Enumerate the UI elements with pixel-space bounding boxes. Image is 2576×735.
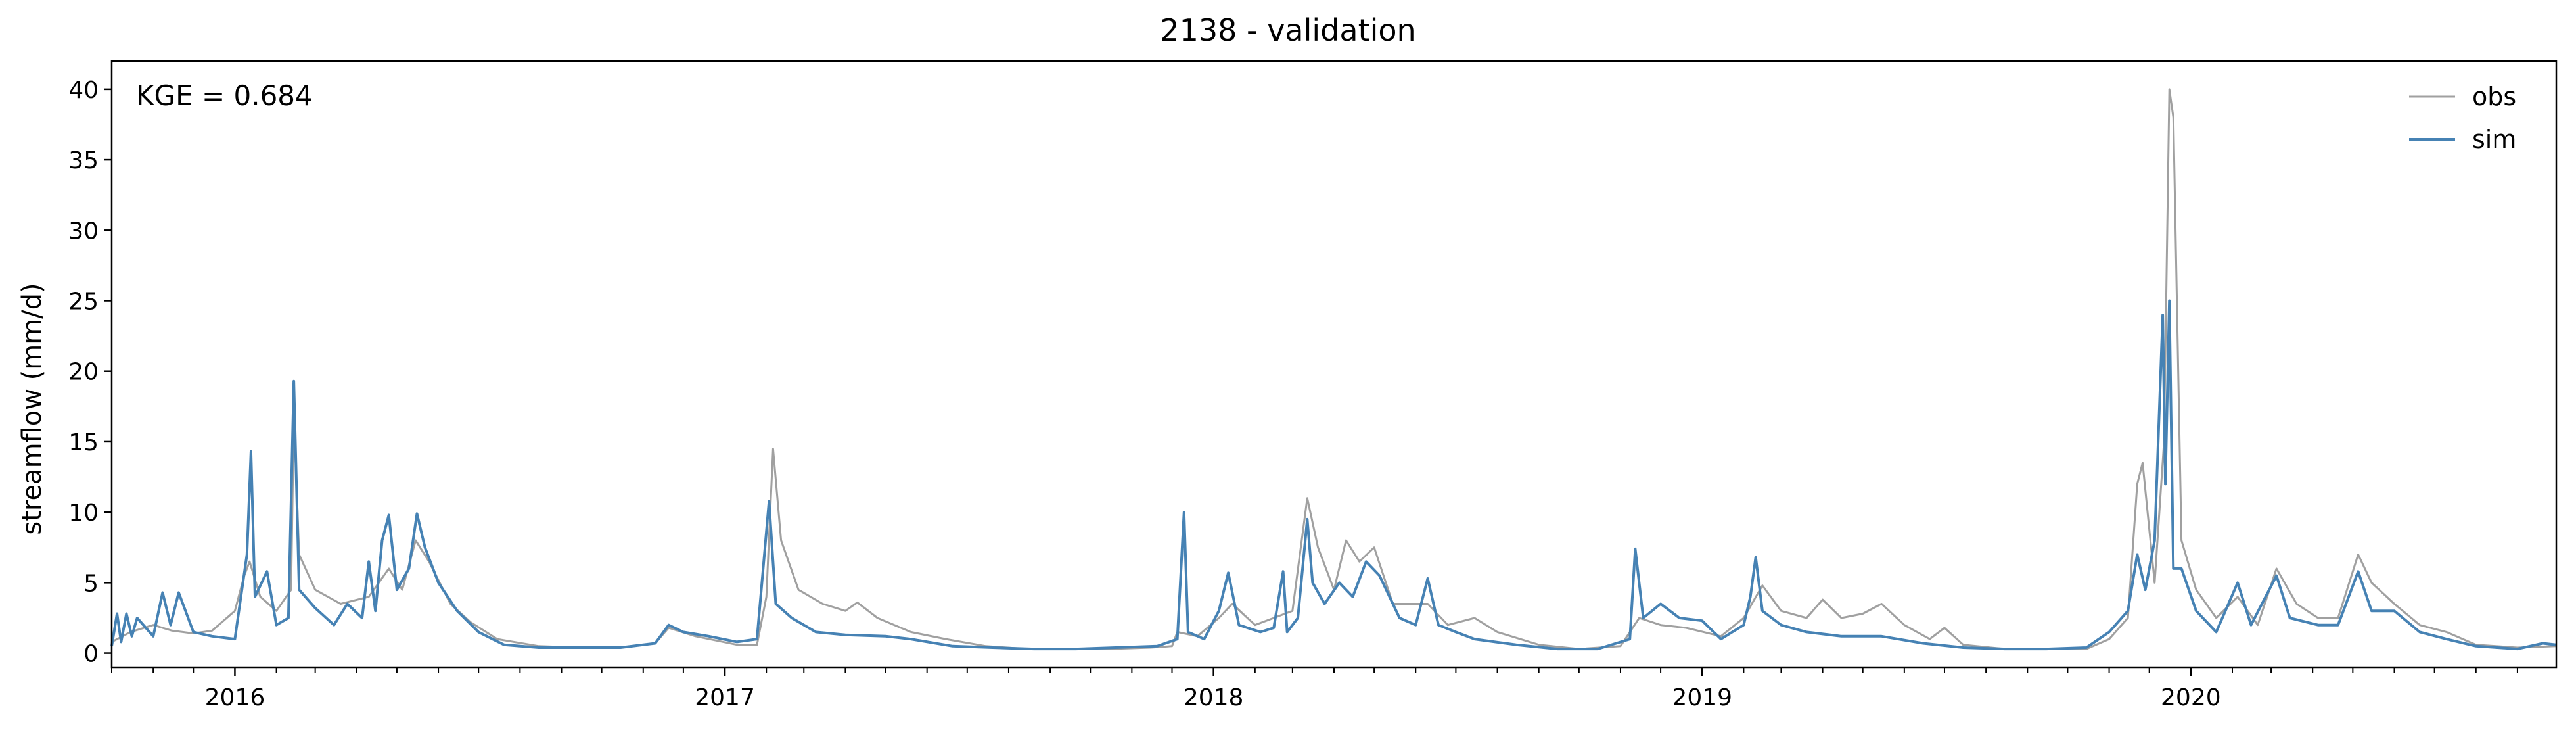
y-tick-label: 0 [83, 641, 99, 668]
x-tick-label: 2019 [1672, 684, 1732, 711]
x-tick-label: 2017 [695, 684, 755, 711]
legend-label-sim: sim [2472, 125, 2516, 154]
series-line-obs [111, 88, 2557, 650]
y-tick-label: 5 [83, 570, 99, 597]
y-tick-label: 40 [68, 77, 99, 104]
x-axis-ticks: 2016 2017 2018 2019 2020 [111, 667, 2518, 711]
y-tick-label: 15 [68, 429, 99, 456]
y-tick-label: 10 [68, 500, 99, 527]
x-tick-label: 2018 [1184, 684, 1244, 711]
y-tick-label: 30 [68, 218, 99, 245]
y-axis-label: streamflow (mm/d) [17, 283, 47, 534]
series-layer [110, 88, 2557, 651]
legend-label-obs: obs [2472, 82, 2516, 111]
x-tick-label: 2020 [2161, 684, 2221, 711]
y-tick-label: 25 [68, 289, 99, 316]
series-line-sim [110, 299, 2557, 651]
legend: obs sim [2409, 82, 2516, 154]
axes-frame [110, 60, 2558, 669]
kge-annotation: KGE = 0.684 [136, 80, 313, 112]
chart-title: 2138 - validation [1160, 12, 1415, 48]
y-tick-label: 20 [68, 359, 99, 386]
x-tick-label: 2016 [205, 684, 265, 711]
y-axis-ticks: 0 5 10 15 20 25 30 35 40 [68, 77, 112, 668]
plot-area [110, 60, 2558, 669]
y-tick-label: 35 [68, 147, 99, 174]
